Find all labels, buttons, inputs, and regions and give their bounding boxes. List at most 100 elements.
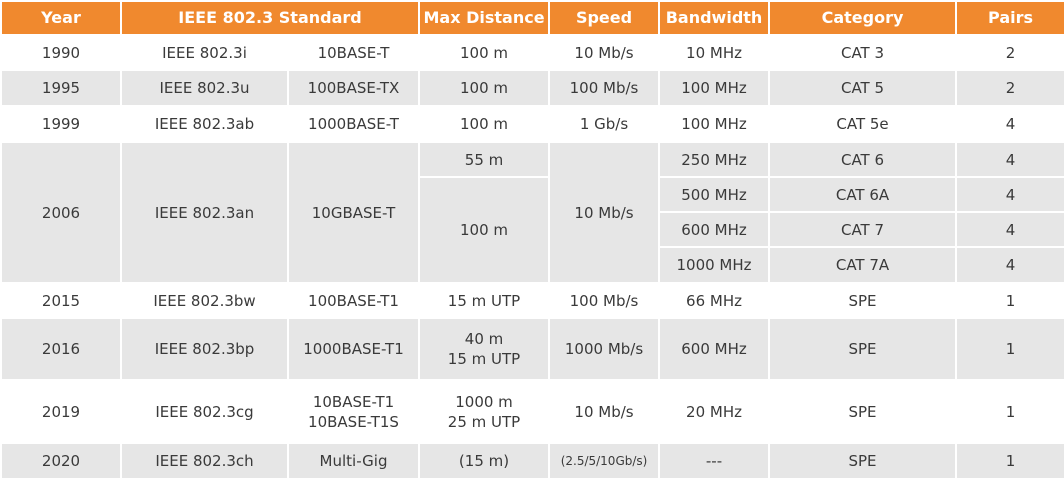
table-cell: 2020 (0, 442, 122, 480)
cell-line: 10BASE-T1 (312, 392, 395, 411)
cell-line: 10BASE-T1S (308, 412, 399, 431)
table-row: 2016 IEEE 802.3bp 1000BASE-T1 40 m 15 m UTP 1… (0, 317, 1064, 381)
table-cell: IEEE 802.3u (120, 69, 289, 107)
table-row: 100 m 500 MHz CAT 6A 4 (1, 176, 1064, 284)
table-cell: 100 m (418, 34, 551, 71)
table-cell: SPE (768, 282, 958, 319)
table-cell: 4 (955, 246, 1064, 284)
table-cell: (2.5/5/10Gb/s) (548, 442, 661, 480)
table-cell: 4 (955, 176, 1064, 213)
table-row: 1000 MHz CAT 7A 4 (1, 246, 1064, 284)
table-cell: CAT 3 (768, 34, 958, 71)
table-cell: Multi-Gig (286, 442, 421, 480)
header-cell: Max Distance (418, 0, 551, 36)
table-cell: CAT 5 (768, 69, 958, 107)
table-cell: 66 MHz (658, 282, 771, 319)
table-cell: SPE (768, 442, 958, 480)
table-cell: 2019 (0, 379, 122, 444)
table-cell: 100 Mb/s (548, 69, 661, 107)
table-cell: 1 Gb/s (548, 105, 661, 143)
table-cell: 2016 (0, 317, 122, 381)
table-cell: 1 (955, 282, 1064, 319)
table-cell: IEEE 802.3ab (120, 105, 289, 143)
table-cell: 1 (955, 317, 1064, 381)
table-cell: 10BASE-T (286, 34, 421, 71)
table-cell: 20 MHz (658, 379, 771, 444)
table-cell: 1999 (0, 105, 122, 143)
table-cell: IEEE 802.3ch (120, 442, 289, 480)
table-cell: 100 m (418, 69, 551, 107)
table-cell: CAT 6 (768, 141, 958, 178)
table-cell: 100 m (418, 105, 551, 143)
table-cell: 600 MHz (658, 211, 771, 248)
table-cell: 1990 (0, 34, 122, 71)
table-cell: 4 (955, 211, 1064, 248)
table-cell: 2 (955, 69, 1064, 107)
table-cell: IEEE 802.3cg (120, 379, 289, 444)
table-cell: 1 (955, 442, 1064, 480)
table-cell: CAT 6A (768, 176, 958, 213)
table-cell: CAT 5e (768, 105, 958, 143)
table-cell: IEEE 802.3an (120, 141, 289, 284)
header-cell: Year (0, 0, 122, 36)
table-cell: 1000BASE-T (286, 105, 421, 143)
table-cell: IEEE 802.3i (120, 34, 289, 71)
table-cell: 55 m (418, 141, 551, 178)
table-cell: 10 Mb/s (548, 141, 661, 284)
table-cell: 2 (955, 34, 1064, 71)
table-cell: 250 MHz (658, 141, 771, 178)
table-cell: SPE (768, 317, 958, 381)
table-row: 2019 IEEE 802.3cg 10BASE-T1 10BASE-T1S 1000 … (0, 379, 1064, 444)
cell-line: 1000 m (455, 392, 513, 411)
header-row: Year IEEE 802.3 Standard Max Distance Speed… (0, 0, 1064, 36)
table-cell: 500 MHz (658, 176, 771, 213)
header-cell: IEEE 802.3 Standard (119, 0, 421, 36)
table-cell: 100 m (418, 176, 551, 284)
table-cell: CAT 7 (768, 211, 958, 248)
table-cell: 100BASE-T1 (286, 282, 421, 319)
table-cell: 4 (955, 141, 1064, 178)
cell-line: 40 m (464, 330, 504, 348)
header-cell: Speed (548, 0, 661, 36)
table-body: 1990 IEEE 802.3i 10BASE-T 100 m 10 Mb/s 10 MH… (0, 34, 1064, 480)
table-row: 2015 IEEE 802.3bw 100BASE-T1 15 m UTP 100 Mb… (0, 282, 1064, 319)
table-cell: 10GBASE-T (286, 141, 421, 284)
table-cell: 1000 Mb/s (548, 317, 661, 381)
table-row: 2006 IEEE 802.3an 10GBASE-T 55 m 10 Mb/s 250 … (0, 141, 1064, 284)
table-cell: IEEE 802.3bp (120, 317, 289, 381)
table-cell: 10 Mb/s (548, 34, 661, 71)
header-cell: Pairs (955, 0, 1064, 36)
table-cell: 2015 (0, 282, 122, 319)
header-cell: Bandwidth (658, 0, 771, 36)
table-cell: 2006 (0, 141, 122, 284)
table-cell: 4 (955, 105, 1064, 143)
table-cell: 100 Mb/s (548, 282, 661, 319)
table-cell: CAT 7A (768, 246, 958, 284)
table-row: 1995 IEEE 802.3u 100BASE-TX 100 m 100 Mb/s 10… (0, 69, 1064, 107)
table-cell: 10 MHz (658, 34, 771, 71)
cell-line: 25 m UTP (447, 412, 521, 431)
table-cell: SPE (768, 379, 958, 444)
table-cell: 10 Mb/s (548, 379, 661, 444)
header-cell: Category (768, 0, 958, 36)
table-cell: --- (658, 442, 771, 480)
table-cell: 100 MHz (658, 105, 771, 143)
table-row: 2020 IEEE 802.3ch Multi-Gig (15 m) (2.5/5/10… (0, 442, 1064, 480)
table-cell: 600 MHz (658, 317, 771, 381)
table-cell: 40 m 15 m UTP (418, 317, 551, 381)
table-cell: 1000BASE-T1 (286, 317, 421, 381)
table-cell: 1 (955, 379, 1064, 444)
table-cell: 1000 MHz (658, 246, 771, 284)
table-row: 1990 IEEE 802.3i 10BASE-T 100 m 10 Mb/s 10 MH… (0, 34, 1064, 71)
table-cell: 10BASE-T1 10BASE-T1S (286, 379, 421, 444)
table-cell: 15 m UTP (418, 282, 551, 319)
table-cell: 100BASE-TX (286, 69, 421, 107)
table-cell: 100 MHz (658, 69, 771, 107)
table-cell: (15 m) (418, 442, 551, 480)
table-cell: 1995 (0, 69, 122, 107)
table-cell: 1000 m 25 m UTP (418, 379, 551, 444)
